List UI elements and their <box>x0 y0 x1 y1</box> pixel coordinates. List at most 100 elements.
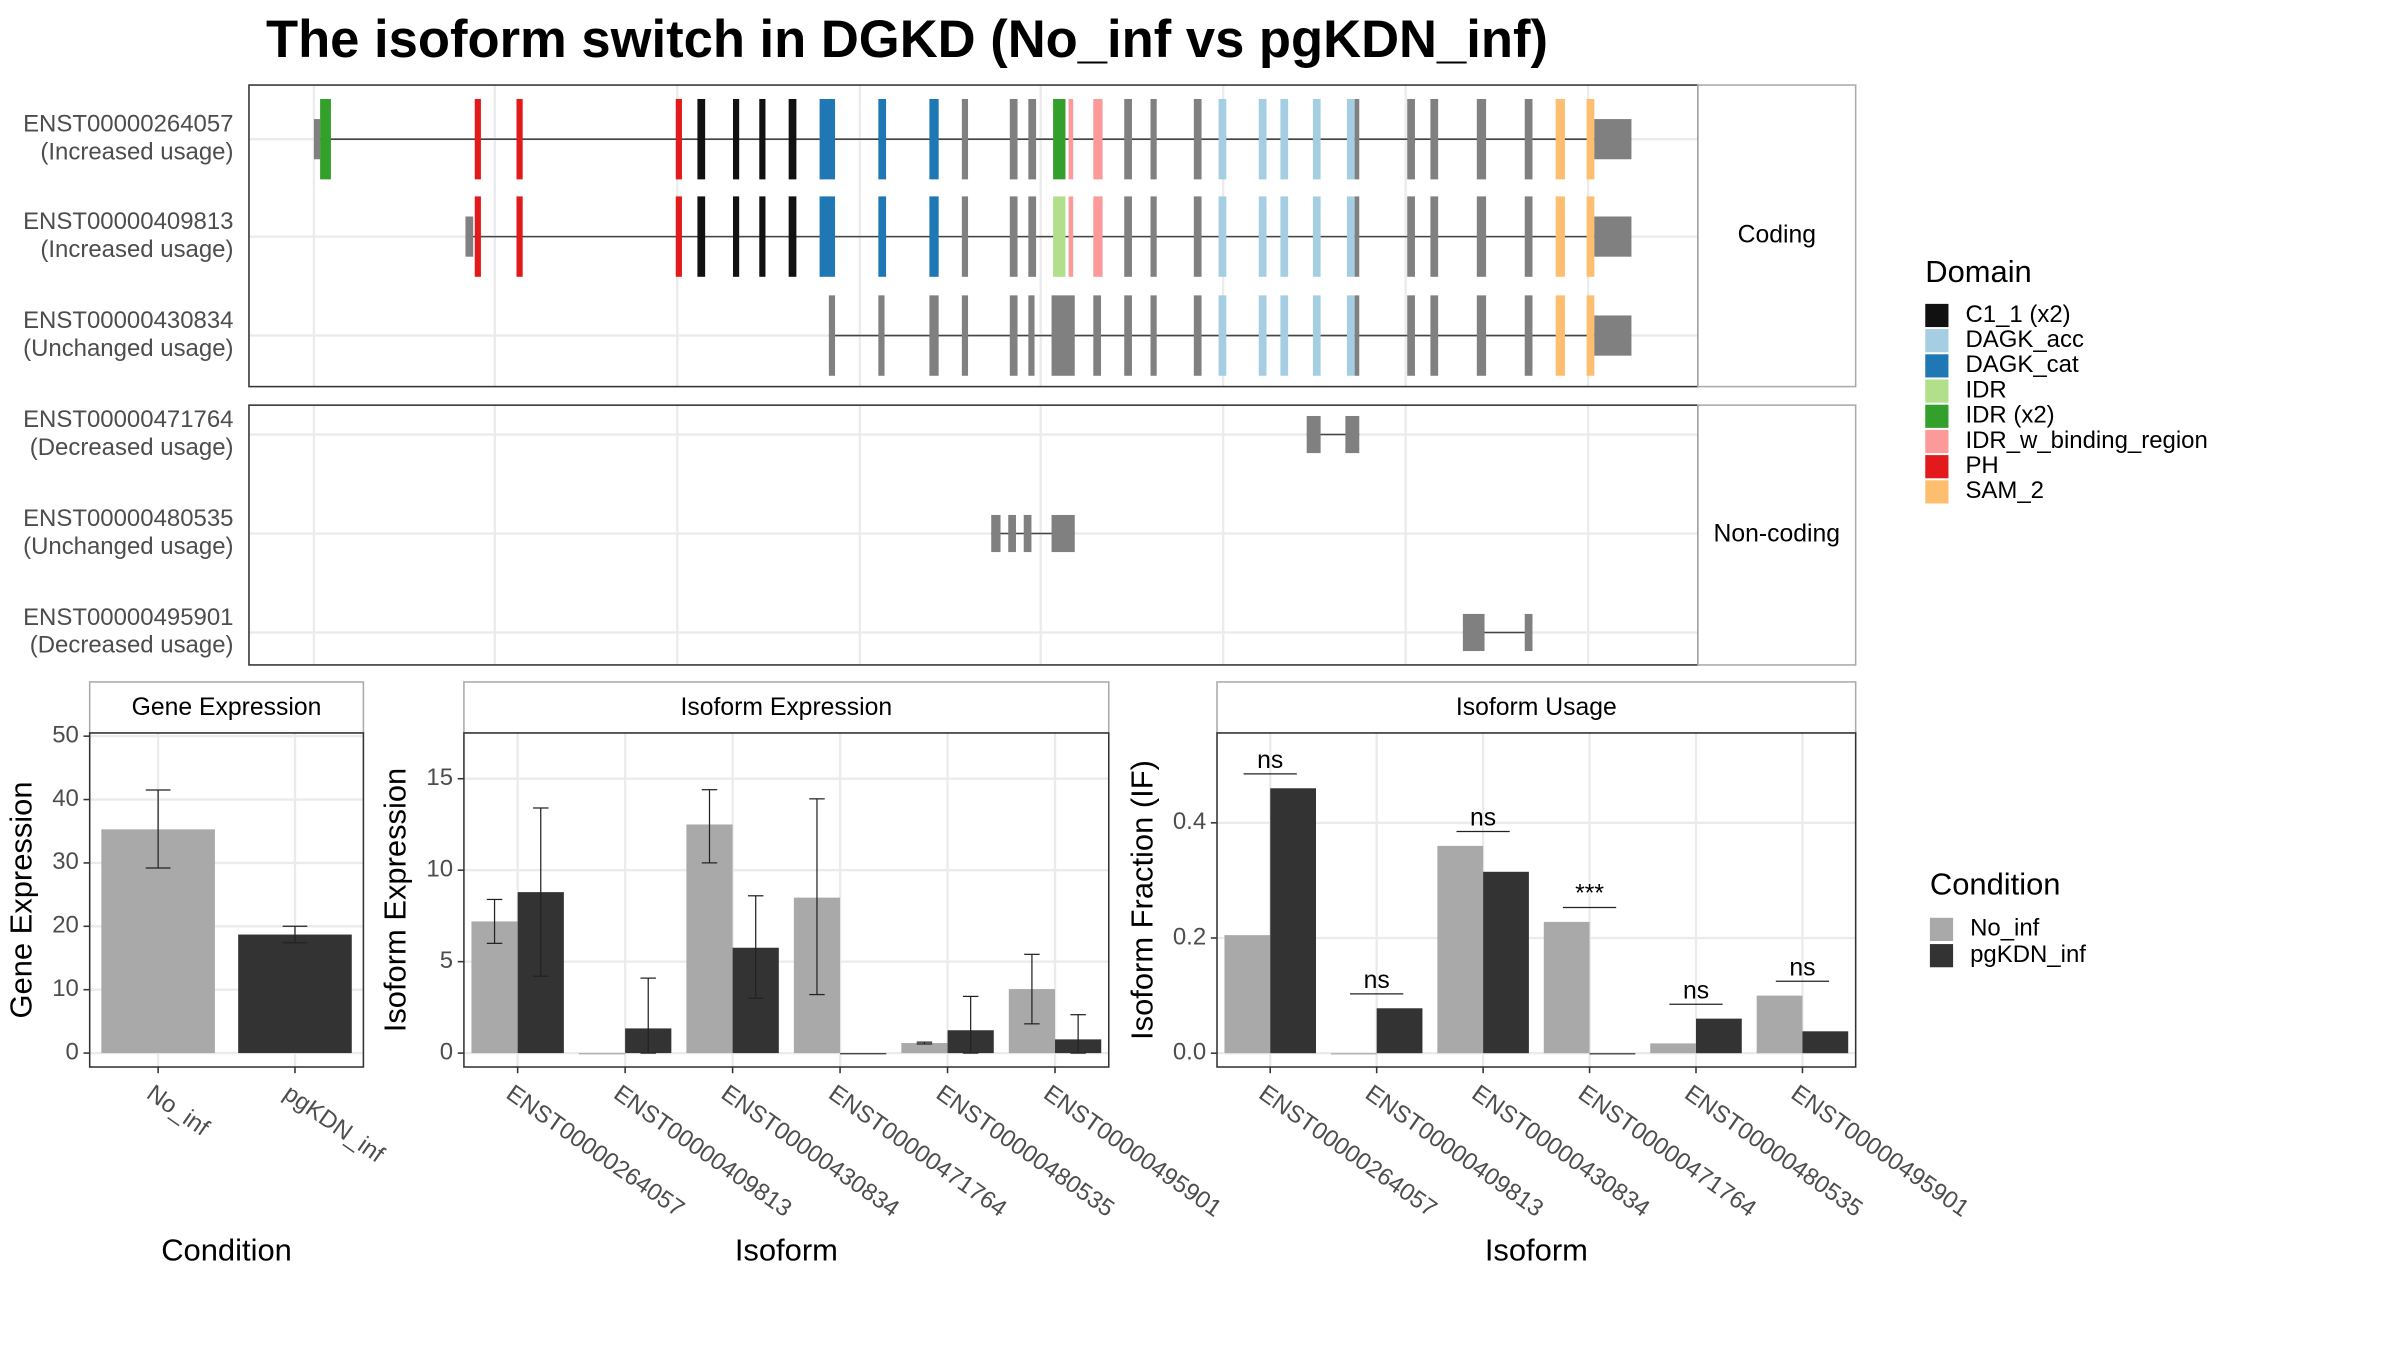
bar <box>901 1043 948 1054</box>
bar <box>1270 788 1317 1054</box>
exon <box>1462 613 1485 652</box>
strip <box>88 681 365 734</box>
exon <box>1051 514 1075 553</box>
significance-label: ns <box>1683 977 1709 1004</box>
exon <box>732 196 740 277</box>
strip <box>463 681 1110 734</box>
exon <box>697 98 706 180</box>
exon <box>465 216 474 257</box>
bar <box>1589 1053 1636 1055</box>
bar <box>1650 1043 1697 1054</box>
exon <box>929 98 939 180</box>
figure-title: The isoform switch in DGKD (No_inf vs pg… <box>266 10 1548 69</box>
x-tick-label: ENST00000409813 <box>609 1080 797 1223</box>
exon <box>697 196 706 277</box>
exon <box>1346 196 1355 277</box>
exon <box>1594 119 1632 160</box>
transcript-name: ENST00000480535 <box>23 505 233 532</box>
legend-label: C1_1 (x2) <box>1965 301 2070 328</box>
exon <box>1594 315 1632 356</box>
significance-label: ns <box>1470 805 1496 832</box>
strip <box>1697 404 1857 666</box>
x-tick-label: ENST00000409813 <box>1360 1080 1548 1223</box>
exon <box>1586 295 1595 376</box>
legend-swatch <box>1925 354 1949 378</box>
bar <box>1696 1018 1742 1054</box>
transcript-name: ENST00000264057 <box>23 111 233 138</box>
y-axis-title: Gene Expression <box>3 781 38 1018</box>
domain-legend-title: Domain <box>1925 254 2032 289</box>
transcript-name: ENST00000430834 <box>23 307 233 334</box>
legend-swatch <box>1925 455 1949 479</box>
exon <box>1555 98 1565 180</box>
x-tick-label: ENST00000480535 <box>1680 1080 1868 1223</box>
exon <box>1068 98 1074 180</box>
exon <box>1312 196 1321 277</box>
exon <box>878 295 885 376</box>
exon <box>1068 196 1074 277</box>
significance-label: *** <box>1575 881 1604 908</box>
strip-label: Non-coding <box>1714 521 1841 548</box>
exon <box>1093 196 1103 277</box>
legend-label: DAGK_cat <box>1965 351 2079 378</box>
exon <box>1124 196 1132 277</box>
exon <box>878 196 887 277</box>
panel-border <box>88 732 365 1068</box>
exon <box>1053 196 1066 277</box>
exon <box>1312 98 1321 180</box>
exon <box>1476 98 1487 180</box>
exon <box>1258 196 1267 277</box>
bar <box>578 1053 626 1055</box>
legend-label: SAM_2 <box>1965 477 2044 504</box>
exon <box>1524 613 1533 652</box>
strip <box>1697 84 1857 388</box>
significance-label: ns <box>1257 747 1283 774</box>
exon <box>759 196 766 277</box>
x-tick-label: ENST00000471764 <box>1573 1080 1761 1223</box>
exon <box>1407 295 1415 376</box>
legend-swatch <box>1925 429 1949 454</box>
exon <box>1009 98 1018 180</box>
y-axis-title: Isoform Fraction (IF) <box>1125 760 1160 1040</box>
exon <box>1430 295 1439 376</box>
panel-border <box>463 732 1110 1068</box>
legend-label: IDR <box>1965 376 2006 403</box>
legend-label: pgKDN_inf <box>1970 941 2086 968</box>
y-tick-label: 0 <box>440 1038 453 1065</box>
transcript-usage: (Decreased usage) <box>30 632 234 659</box>
exon <box>1258 295 1267 376</box>
y-tick-label: 5 <box>440 947 453 974</box>
exon <box>1193 98 1202 180</box>
x-tick-label: ENST00000430834 <box>1467 1080 1655 1223</box>
exon <box>929 196 939 277</box>
panel-border <box>1216 732 1857 1068</box>
exon <box>759 98 766 180</box>
exon <box>1218 295 1227 376</box>
transcript-name: ENST00000409813 <box>23 208 233 235</box>
transcript-usage: (Unchanged usage) <box>23 533 233 560</box>
exon <box>878 98 887 180</box>
x-tick-label: pgKDN_inf <box>279 1080 390 1169</box>
bar <box>1756 995 1803 1054</box>
legend-label: No_inf <box>1970 915 2040 942</box>
y-tick-label: 10 <box>52 975 79 1002</box>
bar <box>1437 845 1484 1054</box>
exon <box>1555 295 1565 376</box>
exon <box>1009 295 1018 376</box>
exon <box>1280 295 1289 376</box>
exon <box>1430 196 1439 277</box>
x-tick-label: No_inf <box>142 1080 214 1142</box>
exon <box>1346 98 1355 180</box>
exon <box>1524 196 1533 277</box>
exon <box>516 98 523 180</box>
legend-swatch <box>1929 944 1954 968</box>
x-tick-label: ENST00000495901 <box>1786 1080 1974 1223</box>
panel-title: Gene Expression <box>132 694 322 721</box>
structure-panel <box>248 405 1698 665</box>
exon <box>1124 98 1132 180</box>
legend-label: IDR_w_binding_region <box>1965 427 2207 454</box>
y-tick-label: 0.0 <box>1173 1039 1206 1066</box>
transcript-usage: (Decreased usage) <box>30 434 234 461</box>
y-tick-label: 30 <box>52 848 79 875</box>
